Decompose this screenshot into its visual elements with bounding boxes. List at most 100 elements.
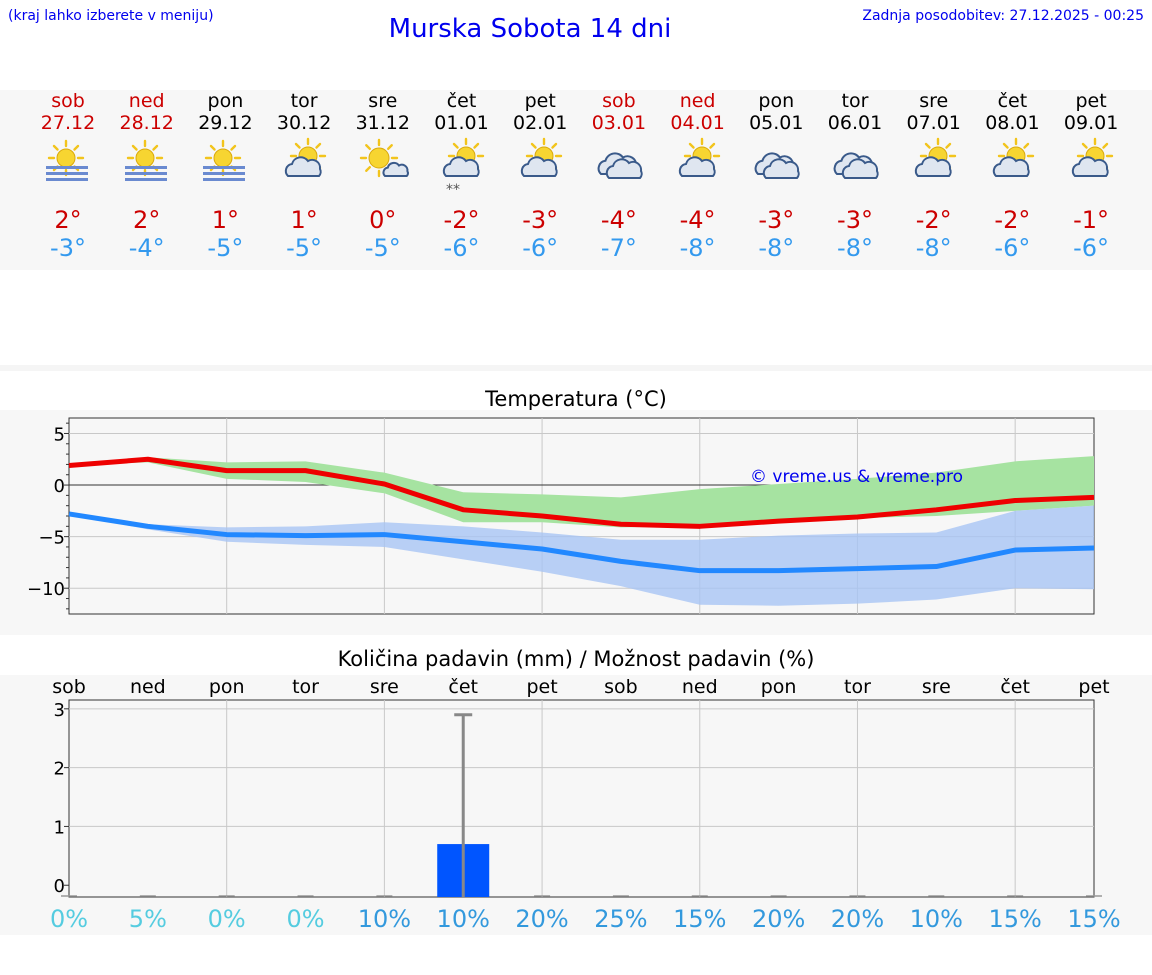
day-name: sob xyxy=(51,90,85,112)
watermark: © vreme.us & vreme.pro xyxy=(750,467,963,487)
day-name: ned xyxy=(679,90,716,112)
day-date: 05.01 xyxy=(749,112,804,134)
min-temperature: -6° xyxy=(443,234,480,262)
day-date: 02.01 xyxy=(512,112,568,134)
x-category-label: sre xyxy=(370,676,399,698)
forecast-day: sob 03.01 -4° -7° xyxy=(579,90,659,262)
y-tick-label: 1 xyxy=(54,817,65,838)
min-temperature: -5° xyxy=(286,234,323,262)
day-date: 07.01 xyxy=(906,112,961,134)
fog-sun-icon xyxy=(107,134,187,206)
day-name: ned xyxy=(128,90,165,112)
day-name: sob xyxy=(602,90,636,112)
precipitation-probability: 0% xyxy=(208,905,246,933)
day-name: pon xyxy=(758,90,795,112)
precipitation-probability: 10% xyxy=(358,905,411,933)
max-temperature: 1° xyxy=(211,206,240,234)
day-date: 03.01 xyxy=(591,112,647,134)
partly-cloudy-icon xyxy=(264,134,344,206)
precipitation-probability: 0% xyxy=(286,905,324,933)
min-temperature: -5° xyxy=(364,234,401,262)
x-category-label: tor xyxy=(292,676,319,698)
forecast-day: pet 02.01 -3° -6° xyxy=(500,90,580,262)
last-update: Zadnja posodobitev: 27.12.2025 - 00:25 xyxy=(862,8,1144,24)
max-temperature: -3° xyxy=(522,206,559,234)
max-temperature: -3° xyxy=(837,206,873,234)
partly-cloudy-icon xyxy=(972,134,1052,206)
day-date: 04.01 xyxy=(670,112,725,134)
day-name: čet xyxy=(446,90,477,112)
y-tick-label: 0 xyxy=(54,876,65,897)
precipitation-probability: 5% xyxy=(129,905,167,933)
x-category-label: čet xyxy=(1000,676,1030,698)
max-temperature: 2° xyxy=(133,206,161,234)
day-name: pet xyxy=(1075,90,1107,112)
temperature-chart-panel: −10 −5 0 5 © vreme.us & vreme.pro xyxy=(0,410,1152,635)
fog-sun-icon xyxy=(185,134,265,206)
min-temperature: -6° xyxy=(522,234,559,262)
day-name: sre xyxy=(919,90,949,112)
day-date: 01.01 xyxy=(434,112,489,134)
forecast-day: pon 05.01 -3° -8° xyxy=(736,90,816,262)
forecast-day: sre 07.01 -2° -8° xyxy=(894,90,974,262)
temperature-chart: −10 −5 0 5 © vreme.us & vreme.pro xyxy=(27,417,1095,615)
min-temperature: -8° xyxy=(837,234,873,262)
day-name: pet xyxy=(524,90,556,112)
forecast-day: sob 27.12 2° -3° xyxy=(28,90,108,262)
day-name: sre xyxy=(368,90,398,112)
plot-area xyxy=(68,699,1095,898)
cloudy-icon xyxy=(815,134,895,206)
day-date: 29.12 xyxy=(198,112,253,134)
day-date: 06.01 xyxy=(827,112,883,134)
cloudy-icon xyxy=(579,134,659,206)
min-temperature: -8° xyxy=(915,234,952,262)
max-temperature: 0° xyxy=(369,206,397,234)
forecast-day: pet 09.01 -1° -6° xyxy=(1051,90,1131,262)
min-temperature-line xyxy=(68,511,1095,574)
precipitation-probability: 25% xyxy=(594,905,647,933)
x-category-label: sob xyxy=(52,676,86,698)
partly-cloudy-icon xyxy=(500,134,580,206)
day-date: 27.12 xyxy=(40,112,96,134)
forecast-day: tor 30.12 1° -5° xyxy=(264,90,344,262)
precipitation-probability: 15% xyxy=(988,905,1041,933)
mostly-sunny-icon xyxy=(343,134,423,206)
y-tick-label: 2 xyxy=(54,759,65,780)
max-temperature: -4° xyxy=(600,206,637,234)
precipitation-probability: 10% xyxy=(437,905,490,933)
cloudy-icon xyxy=(736,134,816,206)
x-category-label: sre xyxy=(922,676,951,698)
max-temperature: -2° xyxy=(994,206,1031,234)
y-tick-label: 0 xyxy=(54,476,65,497)
location-hint-link[interactable]: (kraj lahko izberete v meniju) xyxy=(8,8,214,24)
precipitation-probability: 20% xyxy=(515,905,568,933)
max-temperature: 2° xyxy=(54,206,82,234)
partly-cloudy-icon xyxy=(658,134,738,206)
min-temperature: -6° xyxy=(994,234,1031,262)
day-name: pon xyxy=(207,90,244,112)
partly-cloudy-icon xyxy=(894,134,974,206)
min-temperature: -6° xyxy=(1073,234,1110,262)
min-temperature: -4° xyxy=(128,234,165,262)
y-tick-label: −5 xyxy=(38,528,65,549)
x-category-label: pon xyxy=(209,676,245,698)
forecast-panel xyxy=(0,90,1152,270)
y-tick-label: 3 xyxy=(54,700,65,721)
forecast-day: tor 06.01 -3° -8° xyxy=(815,90,895,262)
x-category-label: pet xyxy=(526,676,557,698)
min-temperature: -8° xyxy=(758,234,795,262)
x-category-label: čet xyxy=(448,676,478,698)
max-temperature: -3° xyxy=(758,206,795,234)
min-temperature: -8° xyxy=(679,234,716,262)
day-date: 31.12 xyxy=(355,112,410,134)
precipitation-probability: 20% xyxy=(831,905,884,933)
partly-cloudy-snow-icon: ** xyxy=(422,134,502,206)
min-temperature: -7° xyxy=(600,234,637,262)
max-temperature: -1° xyxy=(1073,206,1110,234)
day-name: tor xyxy=(841,90,869,112)
y-tick-label: −10 xyxy=(27,579,65,600)
x-category-label: pon xyxy=(761,676,797,698)
precipitation-probability: 20% xyxy=(752,905,805,933)
svg-text:**: ** xyxy=(446,182,460,198)
y-tick-label: 5 xyxy=(54,424,65,445)
